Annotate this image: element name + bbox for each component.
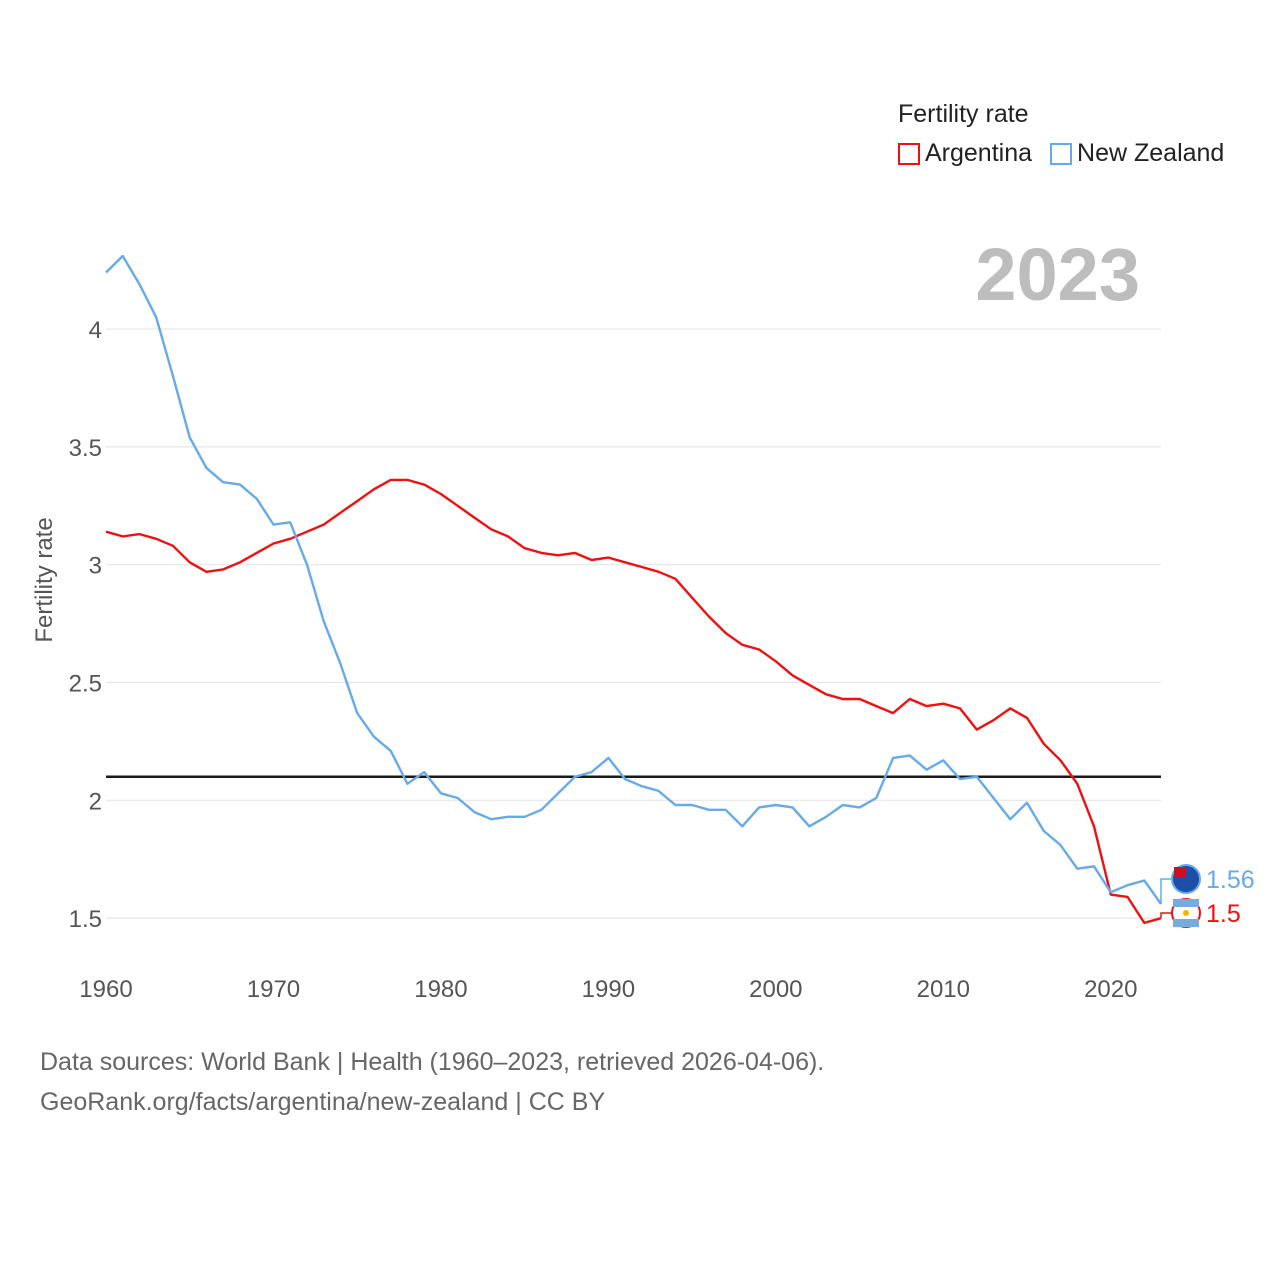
legend: Fertility rate Argentina New Zealand [898, 100, 1224, 168]
footer: Data sources: World Bank | Health (1960–… [40, 1042, 824, 1122]
end-markers: 1.5 1.56 [1160, 864, 1255, 928]
y-axis-label: Fertility rate [31, 517, 58, 642]
x-tick-label: 2010 [917, 976, 970, 1003]
legend-items: Argentina New Zealand [898, 139, 1224, 168]
legend-label-new-zealand: New Zealand [1077, 139, 1225, 167]
x-tick-label: 1980 [414, 976, 467, 1003]
legend-item-new-zealand[interactable]: New Zealand [1050, 139, 1224, 168]
end-connector [1160, 912, 1173, 919]
x-tick-label: 1990 [582, 976, 635, 1003]
y-tick-label: 3.5 [69, 435, 102, 462]
flag-band-bottom [1173, 919, 1199, 927]
data-source-text: Data sources: World Bank | Health (1960–… [40, 1048, 825, 1076]
legend-title: Fertility rate [898, 100, 1029, 128]
end-connector [1160, 878, 1173, 905]
legend-swatch-argentina [898, 142, 920, 165]
y-tick-label: 4 [89, 317, 102, 344]
series-line-new-zealand[interactable] [105, 254, 1162, 905]
legend-item-argentina[interactable]: Argentina [898, 139, 1032, 168]
fertility-line-chart: 2023 1.5 2 2.5 3 3.5 4 1960 1970 1980 1990 2000 20… [31, 233, 1255, 1003]
flag-canton [1174, 867, 1186, 877]
y-axis-ticks: 1.5 2 2.5 3 3.5 4 [69, 317, 102, 933]
x-tick-label: 2020 [1084, 976, 1137, 1003]
y-tick-label: 2 [89, 788, 102, 815]
source-url-text[interactable]: GeoRank.org/facts/argentina/new-zealand … [40, 1088, 606, 1116]
year-label: 2023 [975, 233, 1140, 316]
series-lines [105, 254, 1162, 925]
flag-sun [1183, 910, 1189, 916]
legend-swatch-new-zealand [1050, 142, 1073, 165]
legend-label-argentina: Argentina [925, 139, 1033, 167]
y-tick-label: 1.5 [69, 906, 102, 933]
end-value-label-new-zealand: 1.56 [1206, 866, 1255, 894]
x-tick-label: 1970 [247, 976, 300, 1003]
x-axis-ticks: 1960 1970 1980 1990 2000 2010 2020 [79, 976, 1137, 1003]
y-tick-label: 2.5 [69, 671, 102, 698]
flag-band-top [1173, 899, 1199, 907]
y-tick-label: 3 [89, 553, 102, 580]
x-tick-label: 2000 [749, 976, 802, 1003]
series-line-argentina[interactable] [105, 478, 1162, 925]
grid-lines [106, 328, 1161, 919]
end-value-label-argentina: 1.5 [1206, 900, 1241, 928]
x-tick-label: 1960 [79, 976, 132, 1003]
